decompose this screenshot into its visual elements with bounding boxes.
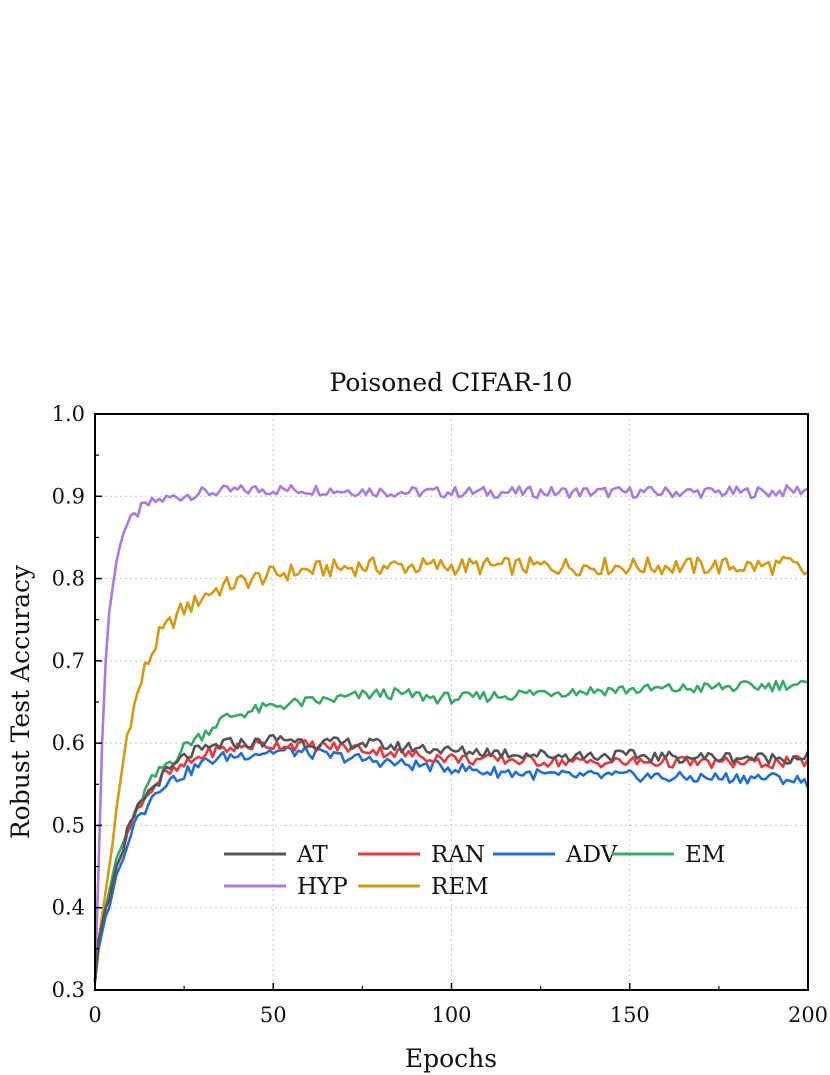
chart-title: Poisoned CIFAR-10 bbox=[330, 368, 573, 397]
legend-label-rem: REM bbox=[431, 874, 489, 900]
x-tick-label: 0 bbox=[88, 1003, 101, 1027]
legend-label-hyp: HYP bbox=[297, 874, 348, 900]
legend-label-at: AT bbox=[296, 842, 328, 868]
y-tick-label: 1.0 bbox=[52, 402, 85, 426]
grid-lines bbox=[95, 414, 808, 990]
series-line-at bbox=[93, 733, 810, 982]
y-tick-label: 0.7 bbox=[52, 649, 85, 673]
x-tick-label: 100 bbox=[431, 1003, 471, 1027]
series-line-adv bbox=[93, 745, 810, 982]
y-tick-label: 0.8 bbox=[52, 567, 85, 591]
series-line-rem bbox=[93, 555, 809, 982]
series-line-hyp bbox=[93, 484, 809, 982]
x-axis-title: Epochs bbox=[405, 1044, 497, 1073]
y-axis-title: Robust Test Accuracy bbox=[6, 564, 35, 839]
y-tick-label: 0.5 bbox=[52, 813, 85, 837]
legend-label-adv: ADV bbox=[565, 842, 618, 868]
axis-ticks: 0 50 100 150 200 0.3 0.4 0.5 0.6 0.7 0.8 0.9 1.0 bbox=[52, 402, 828, 1027]
series-line-em bbox=[93, 679, 809, 982]
x-tick-label: 200 bbox=[788, 1003, 828, 1027]
series-lines bbox=[93, 484, 810, 982]
x-tick-label: 50 bbox=[260, 1003, 287, 1027]
y-tick-label: 0.6 bbox=[52, 731, 85, 755]
legend-label-ran: RAN bbox=[431, 842, 485, 868]
x-tick-label: 150 bbox=[610, 1003, 650, 1027]
y-tick-label: 0.9 bbox=[52, 484, 85, 508]
legend: AT RAN ADV EM HYP REM bbox=[224, 842, 725, 900]
legend-label-em: EM bbox=[685, 842, 725, 868]
y-tick-label: 0.4 bbox=[52, 896, 85, 920]
y-tick-label: 0.3 bbox=[52, 978, 85, 1002]
series-line-ran bbox=[93, 738, 810, 982]
